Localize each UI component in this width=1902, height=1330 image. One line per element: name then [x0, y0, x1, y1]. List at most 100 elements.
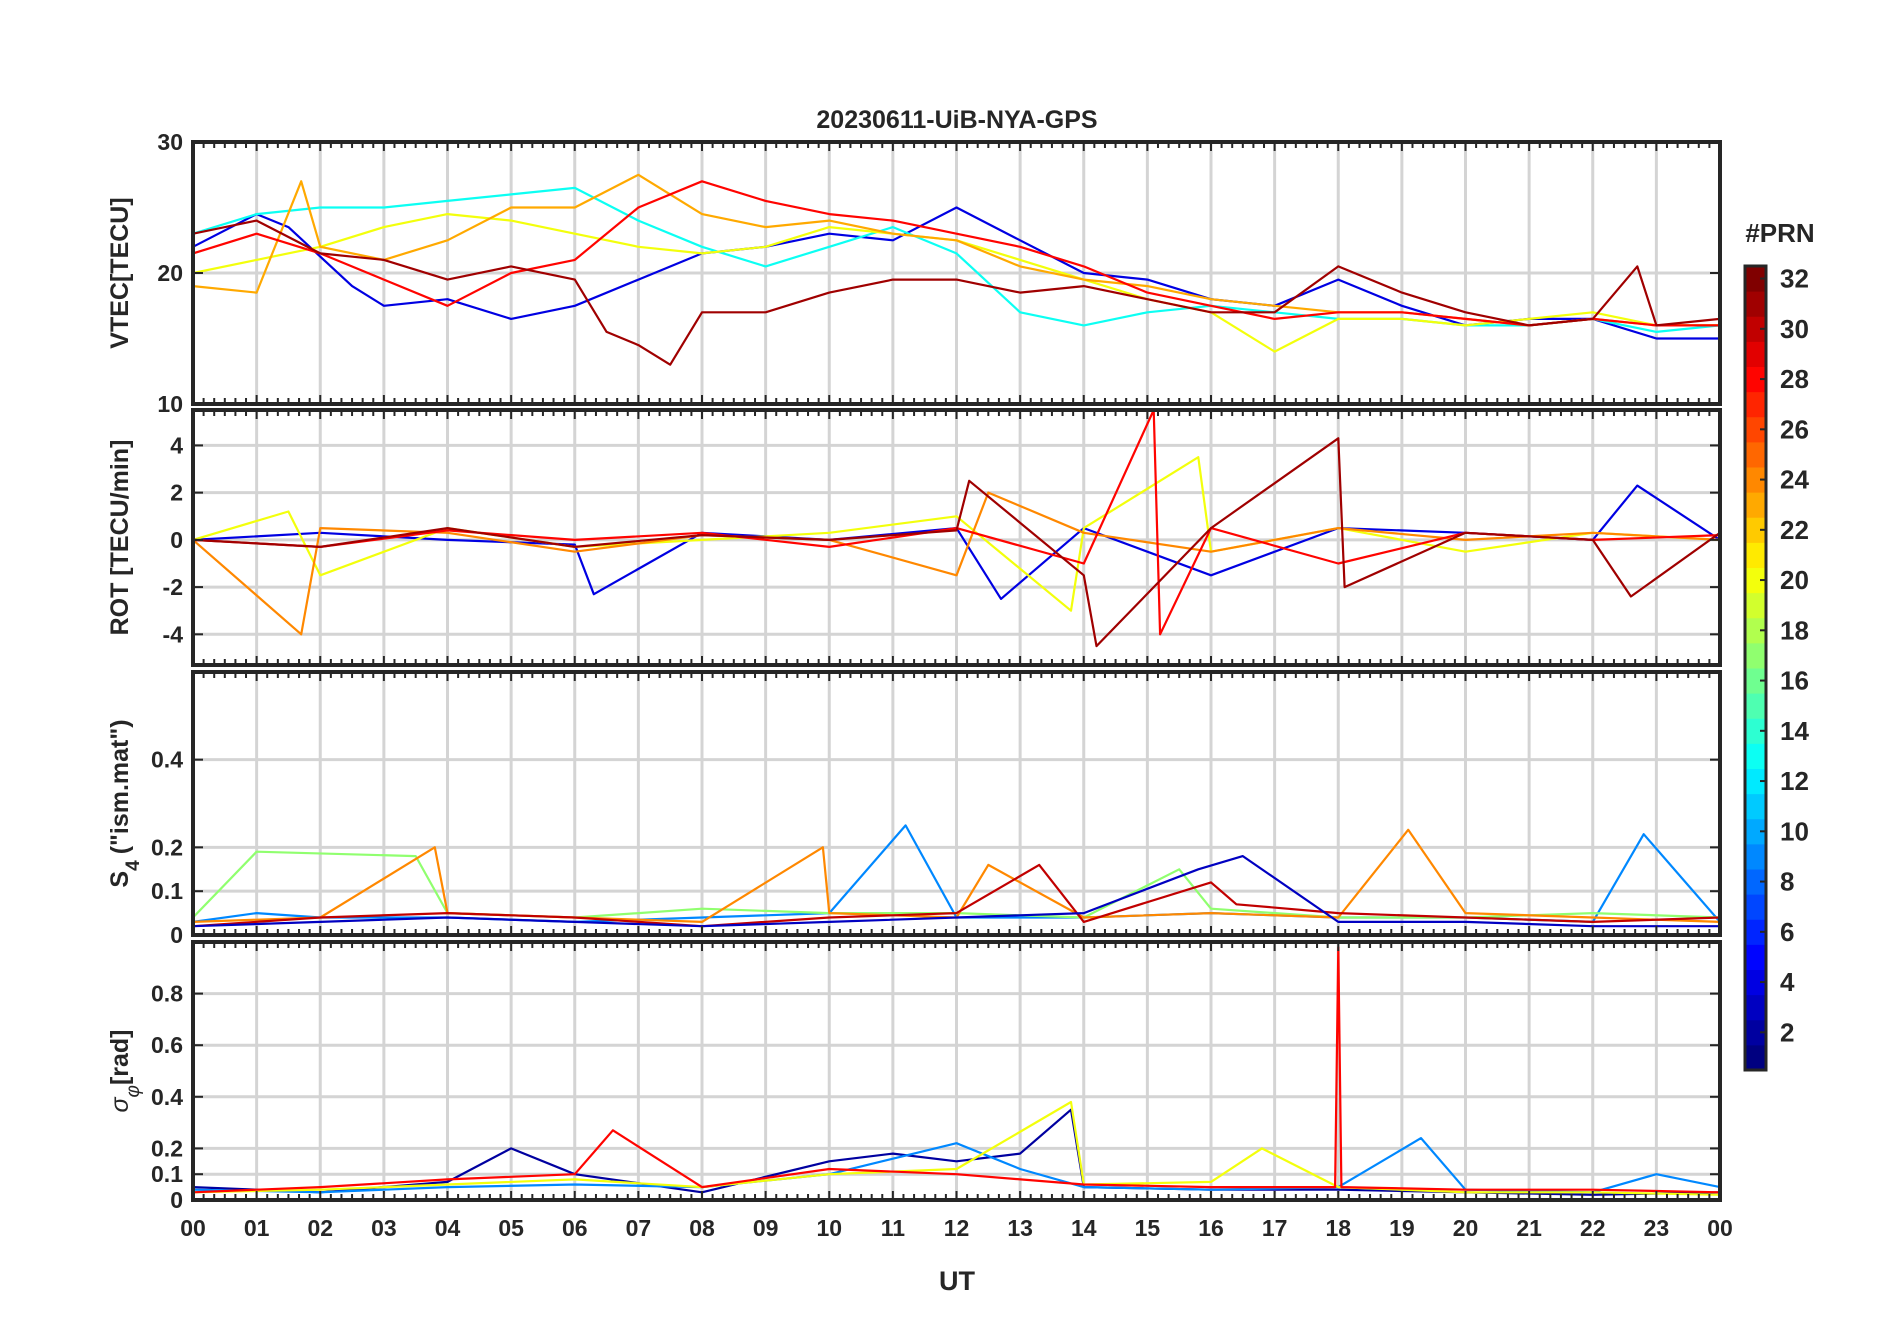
series-line-prn-28 — [193, 180, 1720, 327]
y-tick-label: 0.4 — [151, 747, 183, 773]
colorbar-band — [1745, 969, 1766, 996]
colorbar-tick-label: 32 — [1780, 264, 1809, 294]
chart-title: 20230611-UiB-NYA-GPS — [816, 106, 1097, 134]
colorbar-band — [1745, 944, 1766, 970]
x-tick-label: 05 — [498, 1215, 524, 1241]
y-tick-label: 0 — [170, 1187, 183, 1213]
colorbar-band — [1745, 843, 1766, 870]
x-tick-label: 08 — [689, 1215, 715, 1241]
x-tick-label: 13 — [1007, 1215, 1033, 1241]
x-tick-label: 23 — [1644, 1215, 1670, 1241]
colorbar-tick-label: 24 — [1780, 465, 1809, 495]
y-tick-label: -2 — [163, 574, 183, 600]
colorbar-band — [1745, 467, 1766, 493]
y-tick-label: 4 — [170, 432, 183, 458]
colorbar-band — [1745, 793, 1766, 820]
y-axis-label: VTEC[TECU] — [106, 197, 134, 348]
y-tick-label: 0.8 — [151, 981, 183, 1007]
colorbar-title: #PRN — [1745, 218, 1814, 248]
y-axis-label: S4("ism.mat") — [106, 719, 144, 887]
x-tick-label: 06 — [562, 1215, 588, 1241]
x-tick-label: 11 — [881, 1215, 906, 1241]
colorbar-tick-label: 28 — [1780, 364, 1809, 394]
x-tick-label: 02 — [307, 1215, 333, 1241]
colorbar-band — [1745, 341, 1766, 367]
x-tick-label: 01 — [244, 1215, 270, 1241]
colorbar-tick-label: 6 — [1780, 917, 1794, 947]
x-tick-label: 18 — [1325, 1215, 1351, 1241]
colorbar-band — [1745, 517, 1766, 543]
y-tick-label: 0.1 — [151, 1161, 183, 1187]
colorbar-band — [1745, 994, 1766, 1021]
x-tick-label: 12 — [944, 1215, 970, 1241]
panel-1: 10 20 30 VTEC[TECU] — [106, 129, 1722, 417]
colorbar-tick-label: 4 — [1780, 967, 1795, 997]
colorbar-band — [1745, 617, 1766, 644]
colorbar-band — [1745, 492, 1766, 518]
x-tick-label: 00 — [180, 1215, 206, 1241]
colorbar-tick-label: 22 — [1780, 515, 1809, 545]
x-tick-label: 04 — [435, 1215, 461, 1241]
colorbar-band — [1745, 441, 1766, 468]
colorbar-band — [1745, 869, 1766, 895]
y-tick-label: 20 — [157, 260, 183, 286]
colorbar-tick-label: 18 — [1780, 615, 1809, 645]
x-axis-label: UT — [939, 1266, 975, 1296]
y-tick-label: 0.2 — [151, 1135, 183, 1161]
colorbar-band — [1745, 391, 1766, 418]
colorbar-tick-label: 10 — [1780, 816, 1809, 846]
series-line-prn-20 — [193, 456, 1720, 612]
y-tick-label: 0.2 — [151, 834, 183, 860]
colorbar-band — [1745, 266, 1766, 292]
series-group — [193, 173, 1720, 366]
colorbar-tick-label: 26 — [1780, 414, 1809, 444]
colorbar-tick-label: 20 — [1780, 565, 1809, 595]
y-tick-label: 0.6 — [151, 1032, 183, 1058]
y-tick-label: -4 — [163, 621, 184, 647]
series-line-prn-31 — [193, 219, 1720, 366]
x-tick-label: 10 — [816, 1215, 842, 1241]
colorbar-band — [1745, 567, 1766, 594]
colorbar-band — [1745, 894, 1766, 920]
series-line-prn-3 — [193, 854, 1720, 928]
x-tick-label: 19 — [1389, 1215, 1415, 1241]
x-tick-label: 07 — [626, 1215, 652, 1241]
colorbar-tick-label: 12 — [1780, 766, 1809, 796]
series-line-prn-4 — [193, 206, 1720, 340]
series-line-prn-20 — [193, 1100, 1720, 1196]
colorbar-band — [1745, 919, 1766, 945]
x-tick-label: 00 — [1707, 1215, 1733, 1241]
panel-4: 00.10.2 0.4 0.6 0.8 σφ[rad] — [106, 940, 1722, 1213]
y-axis-label: ROT [TECU/min] — [106, 440, 134, 636]
colorbar-band — [1745, 366, 1766, 393]
x-tick-label: 17 — [1262, 1215, 1288, 1241]
colorbar-swatches — [1745, 266, 1766, 1071]
x-tick-label: 03 — [371, 1215, 397, 1241]
x-tick-label: 20 — [1453, 1215, 1479, 1241]
colorbar-band — [1745, 316, 1766, 342]
colorbar-tick-label: 16 — [1780, 666, 1809, 696]
colorbar-band — [1745, 642, 1766, 669]
series-line-prn-24 — [193, 491, 1720, 636]
series-line-prn-28 — [193, 946, 1720, 1194]
series-group — [193, 824, 1720, 928]
x-tick-label: 22 — [1580, 1215, 1606, 1241]
series-line-prn-31 — [193, 437, 1720, 648]
colorbar-band — [1745, 542, 1766, 568]
series-line-prn-2 — [193, 1108, 1720, 1196]
y-tick-label: 10 — [157, 391, 183, 417]
y-tick-label: 0.1 — [151, 878, 183, 904]
colorbar-band — [1745, 1044, 1766, 1071]
y-tick-label: 0 — [170, 527, 183, 553]
colorbar-band — [1745, 1019, 1766, 1046]
colorbar-tick-label: 14 — [1780, 716, 1809, 746]
y-tick-label: 2 — [170, 480, 183, 506]
panel-3: 0 0.1 0.2 0.4 S4("ism.mat") — [106, 670, 1722, 948]
x-tick-label: 14 — [1071, 1215, 1097, 1241]
colorbar-tick-label: 8 — [1780, 867, 1794, 897]
panel-2: -4 -2 0 2 4 ROT [TECU/min] — [106, 408, 1722, 667]
x-tick-label: 09 — [753, 1215, 779, 1241]
